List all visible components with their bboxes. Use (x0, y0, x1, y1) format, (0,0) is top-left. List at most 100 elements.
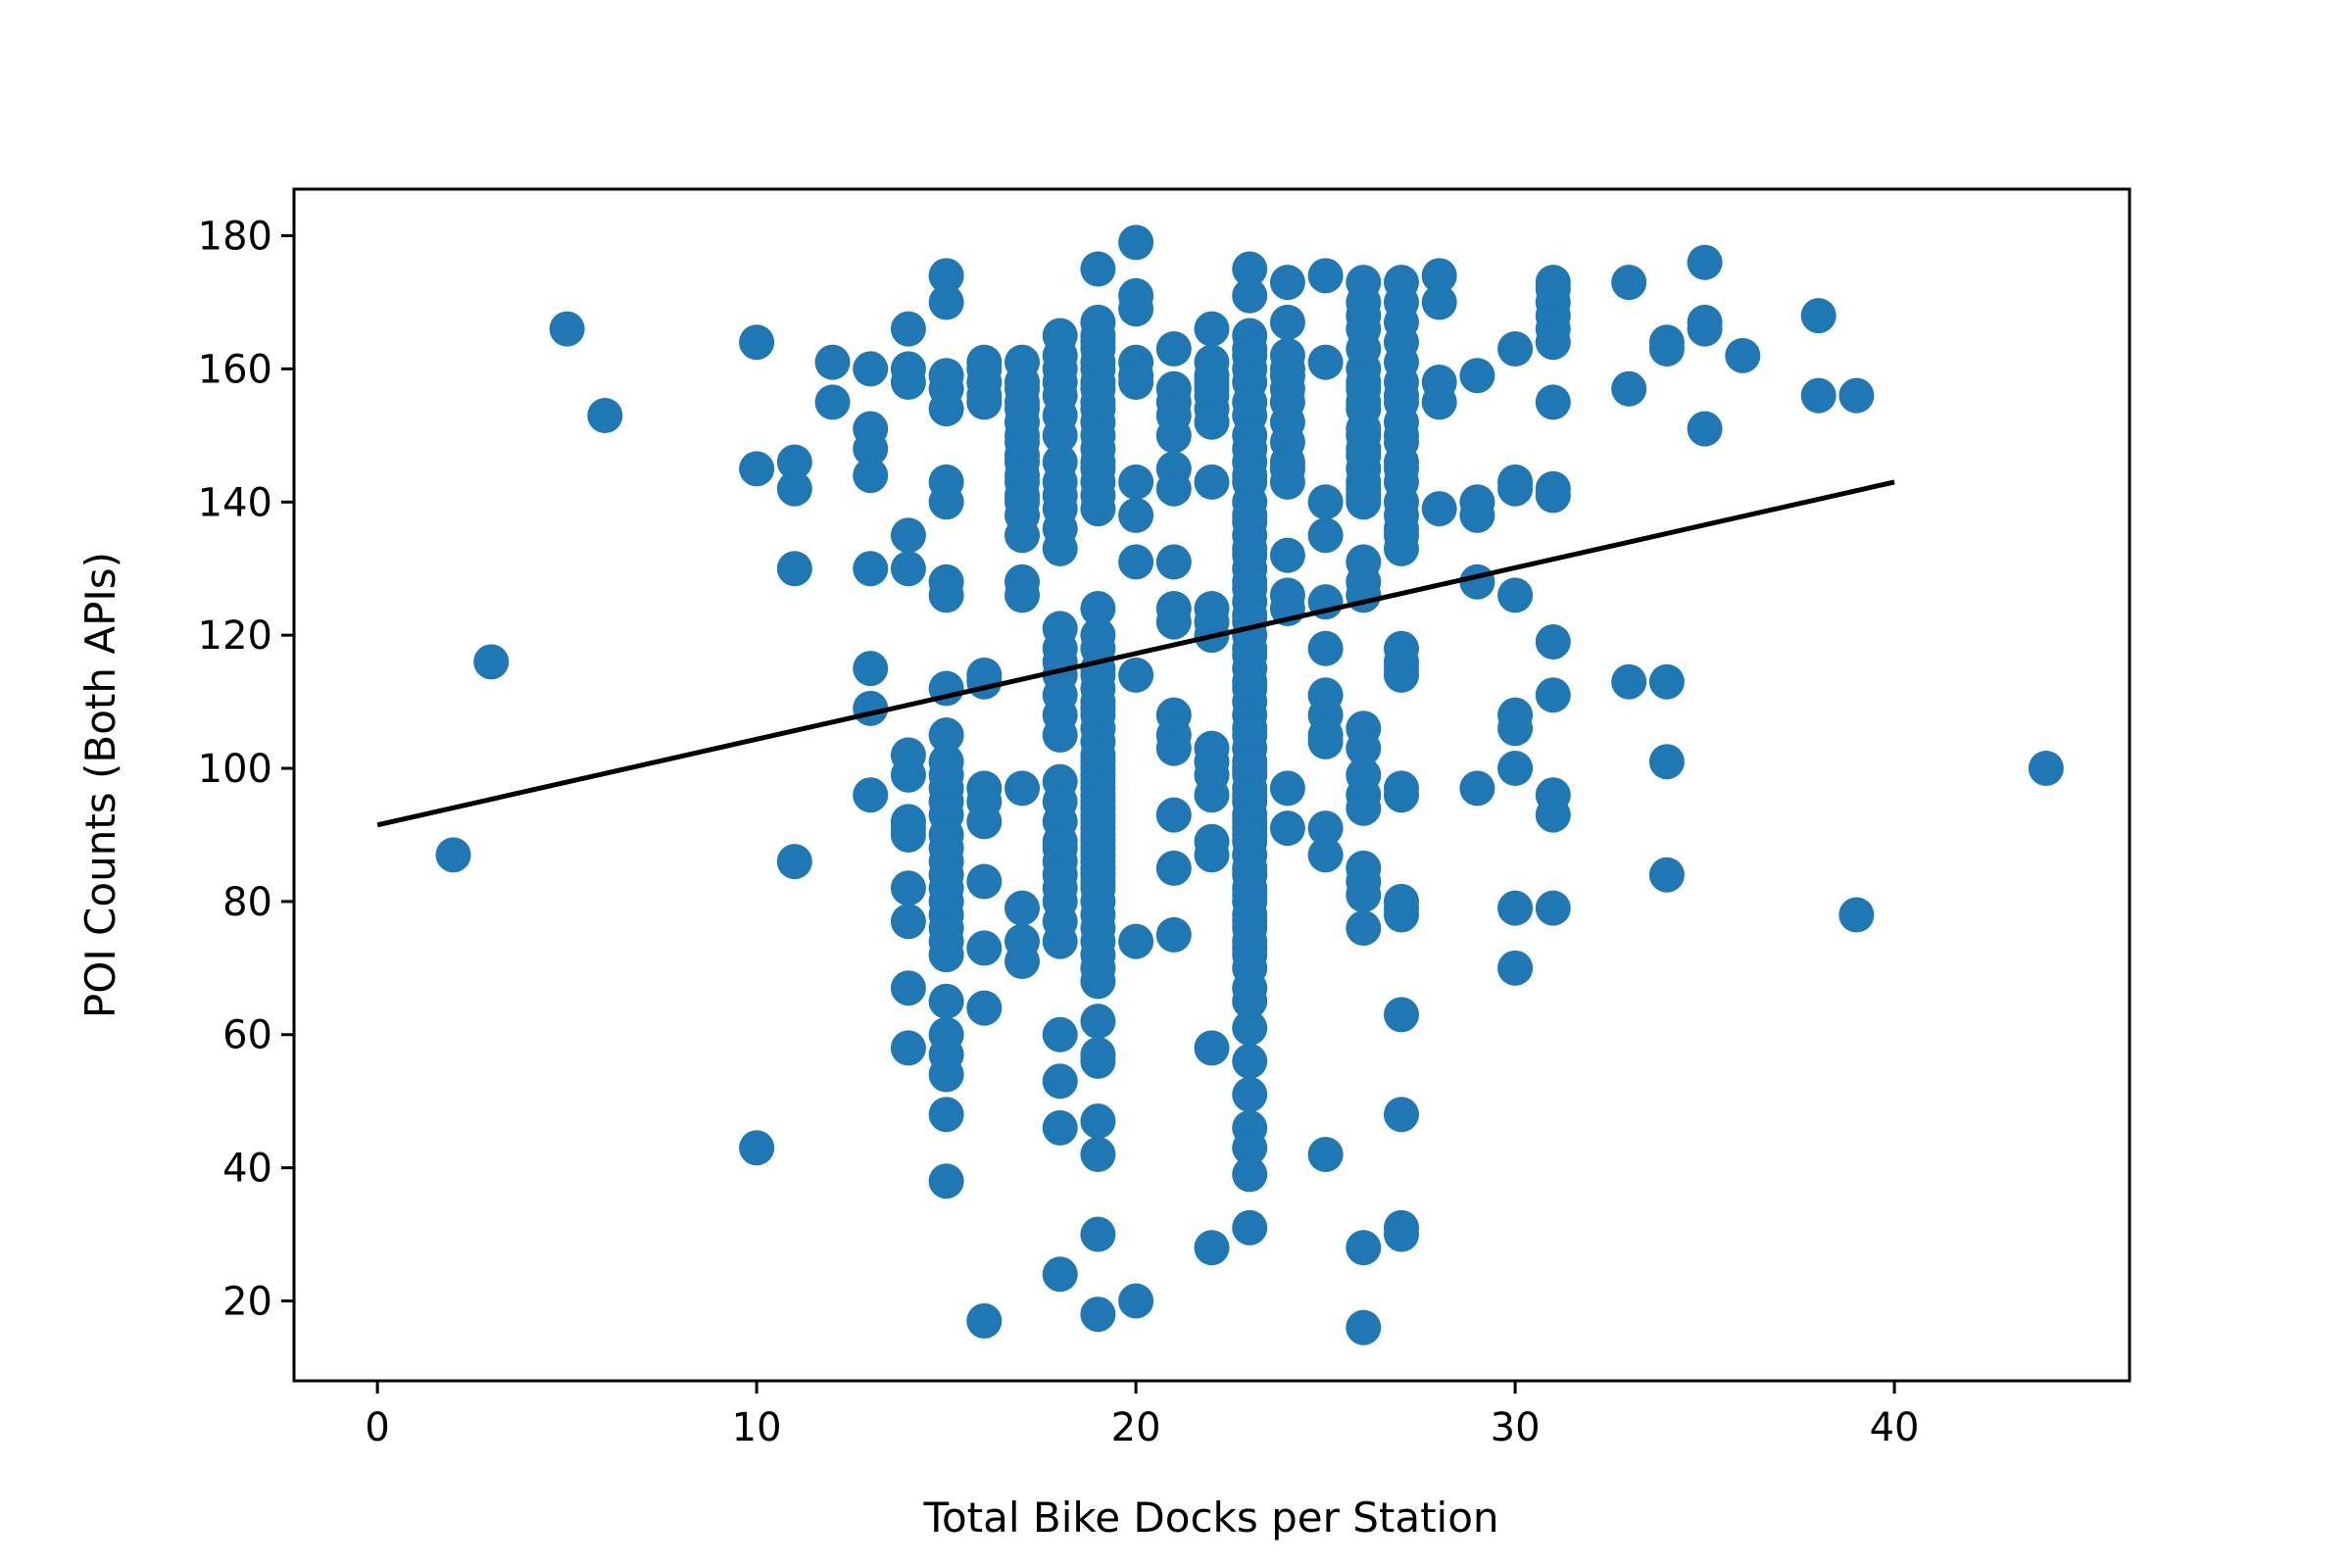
scatter-point (890, 1030, 926, 1066)
scatter-point (1459, 358, 1495, 394)
scatter-point (1687, 411, 1723, 447)
scatter-point (1687, 311, 1723, 347)
scatter-point (1232, 277, 1268, 314)
y-tick-label: 160 (198, 347, 272, 392)
scatter-point (1118, 291, 1154, 327)
scatter-point (1346, 577, 1382, 613)
scatter-point (1383, 1097, 1419, 1133)
scatter-point (1307, 258, 1344, 294)
scatter-point (1346, 757, 1382, 793)
x-tick-label: 20 (1111, 1405, 1161, 1450)
scatter-point (1232, 930, 1268, 966)
x-tick-label: 0 (365, 1405, 389, 1450)
scatter-point (928, 284, 964, 320)
scatter-point (1155, 604, 1192, 640)
scatter-point (1004, 770, 1041, 807)
scatter-point (1497, 577, 1534, 613)
scatter-point (1118, 497, 1154, 533)
scatter-point (1535, 797, 1571, 833)
scatter-point (1269, 770, 1305, 807)
scatter-point (1080, 477, 1116, 514)
scatter-point (928, 1163, 964, 1200)
scatter-point (928, 983, 964, 1019)
scatter-point (1497, 950, 1534, 986)
scatter-point (1194, 370, 1230, 407)
scatter-point (1118, 464, 1154, 500)
scatter-point (473, 644, 510, 680)
scatter-point (1155, 470, 1192, 507)
scatter-point (966, 351, 1003, 387)
scatter-point (1080, 451, 1116, 487)
scatter-point (853, 430, 889, 466)
scatter-point (1042, 477, 1078, 514)
scatter-point (1042, 530, 1078, 566)
scatter-point (1383, 770, 1419, 807)
scatter-point (853, 458, 889, 494)
scatter-point (1346, 910, 1382, 947)
scatter-point (814, 384, 851, 420)
scatter-point (1269, 358, 1305, 394)
scatter-point (1383, 377, 1419, 414)
scatter-point (1611, 265, 1647, 301)
scatter-point (1497, 890, 1534, 926)
scatter-point (549, 311, 585, 347)
scatter-point (1080, 1137, 1116, 1173)
scatter-point (1307, 517, 1344, 554)
scatter-point (1080, 1004, 1116, 1040)
y-axis-ticks: 20 40 60 80 100 120 140 160 180 (198, 215, 294, 1324)
scatter-point (1535, 324, 1571, 361)
scatter-point (890, 311, 926, 347)
scatter-point (739, 1130, 775, 1166)
scatter-point (1232, 337, 1268, 373)
scatter-point (1232, 850, 1268, 886)
scatter-point (1838, 897, 1875, 933)
scatter-point (1346, 437, 1382, 473)
scatter-point (1800, 377, 1837, 414)
y-tick-label: 140 (198, 480, 272, 525)
scatter-point (814, 344, 851, 380)
scatter-point (966, 804, 1003, 840)
scatter-point (928, 577, 964, 613)
scatter-point (1155, 544, 1192, 580)
scatter-point (1838, 377, 1875, 414)
scatter-point (1155, 331, 1192, 368)
scatter-point (1307, 723, 1344, 760)
scatter-point (1080, 391, 1116, 427)
scatter-point (1459, 497, 1495, 533)
scatter-point (1346, 1230, 1382, 1266)
scatter-point (1232, 717, 1268, 754)
scatter-point (1648, 663, 1685, 700)
plot-frame (292, 187, 2132, 1383)
scatter-point (1232, 1209, 1268, 1246)
scatter-point (1155, 850, 1192, 886)
x-axis-ticks: 0 10 20 30 40 (365, 1381, 1920, 1450)
scatter-point (1232, 904, 1268, 940)
scatter-point (1725, 337, 1761, 373)
scatter-point (890, 810, 926, 847)
scatter-point (853, 651, 889, 687)
scatter-point (1080, 1216, 1116, 1252)
scatter-point (1080, 590, 1116, 626)
scatter-point (1307, 810, 1344, 847)
scatter-point (1232, 530, 1268, 566)
scatter-point (1004, 944, 1041, 980)
scatter-point (1194, 464, 1230, 500)
scatter-point (1118, 544, 1154, 580)
scatter-point (1800, 298, 1837, 334)
scatter-point (1269, 304, 1305, 340)
scatter-point (1232, 1009, 1268, 1046)
scatter-point (928, 484, 964, 520)
scatter-point (1042, 1016, 1078, 1053)
scatter-point (966, 863, 1003, 900)
scatter-point (1497, 331, 1534, 368)
scatter-point (1459, 564, 1495, 600)
scatter-point (1080, 863, 1116, 900)
scatter-point (1307, 344, 1344, 380)
scatter-point (1232, 751, 1268, 787)
scatter-point (1535, 384, 1571, 420)
scatter-point (1232, 497, 1268, 533)
scatter-point (1269, 810, 1305, 847)
scatter-point (928, 391, 964, 427)
scatter-point (1269, 537, 1305, 573)
scatter-point (1383, 651, 1419, 687)
